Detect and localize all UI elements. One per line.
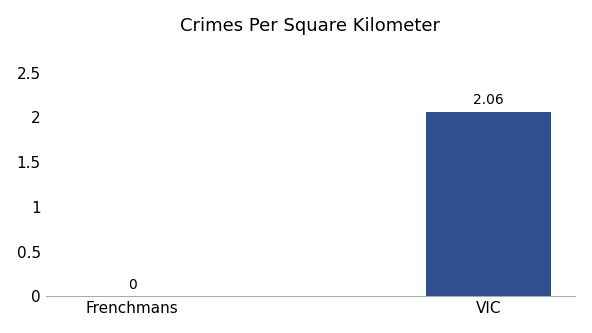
Text: 0: 0 [128, 278, 137, 292]
Text: 2.06: 2.06 [474, 94, 504, 108]
Title: Crimes Per Square Kilometer: Crimes Per Square Kilometer [181, 17, 440, 35]
Bar [426, 112, 551, 296]
